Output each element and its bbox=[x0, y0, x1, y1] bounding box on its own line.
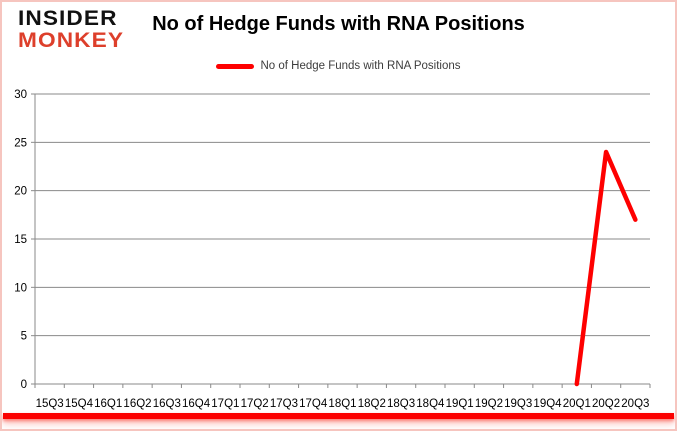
series-line bbox=[574, 149, 638, 387]
y-tick-label: 30 bbox=[14, 89, 27, 101]
x-tick-label: 18Q1 bbox=[328, 398, 356, 410]
x-tick-label: 17Q2 bbox=[241, 398, 269, 410]
x-tick-label: 19Q2 bbox=[475, 398, 503, 410]
logo-line-monkey: MONKEY bbox=[18, 29, 125, 52]
insider-monkey-logo: INSIDER MONKEY bbox=[18, 8, 123, 52]
x-tick-label: 15Q3 bbox=[36, 398, 64, 410]
page-title: No of Hedge Funds with RNA Positions bbox=[152, 13, 525, 35]
x-tick-label: 19Q3 bbox=[504, 398, 532, 410]
x-tick-label: 18Q4 bbox=[416, 398, 445, 410]
legend-line-swatch bbox=[216, 63, 255, 69]
x-tick-label: 19Q4 bbox=[533, 398, 562, 410]
x-tick-label: 18Q2 bbox=[358, 398, 386, 410]
logo-line-insider: INSIDER bbox=[18, 7, 118, 30]
y-tick-label: 5 bbox=[21, 331, 27, 343]
x-tick-label: 17Q3 bbox=[270, 398, 298, 410]
y-tick-label: 20 bbox=[14, 186, 27, 198]
y-tick-label: 15 bbox=[14, 234, 27, 246]
x-tick-label: 16Q2 bbox=[123, 398, 151, 410]
x-tick-label: 15Q4 bbox=[65, 398, 94, 410]
legend-label: No of Hedge Funds with RNA Positions bbox=[260, 60, 461, 72]
y-tick-label: 10 bbox=[14, 282, 27, 294]
x-tick-label: 20Q2 bbox=[592, 398, 620, 410]
x-tick-label: 20Q3 bbox=[621, 398, 649, 410]
bottom-red-accent-bar bbox=[3, 413, 674, 419]
x-tick-label: 16Q3 bbox=[153, 398, 181, 410]
legend: No of Hedge Funds with RNA Positions bbox=[2, 60, 675, 72]
y-tick-label: 25 bbox=[14, 137, 27, 149]
x-tick-label: 19Q1 bbox=[446, 398, 474, 410]
x-tick-label: 18Q3 bbox=[387, 398, 415, 410]
y-tick-label: 0 bbox=[21, 379, 27, 391]
x-tick-label: 17Q4 bbox=[299, 398, 328, 410]
x-tick-label: 20Q1 bbox=[563, 398, 591, 410]
x-tick-label: 16Q1 bbox=[94, 398, 122, 410]
x-tick-label: 16Q4 bbox=[182, 398, 211, 410]
x-tick-label: 17Q1 bbox=[211, 398, 239, 410]
